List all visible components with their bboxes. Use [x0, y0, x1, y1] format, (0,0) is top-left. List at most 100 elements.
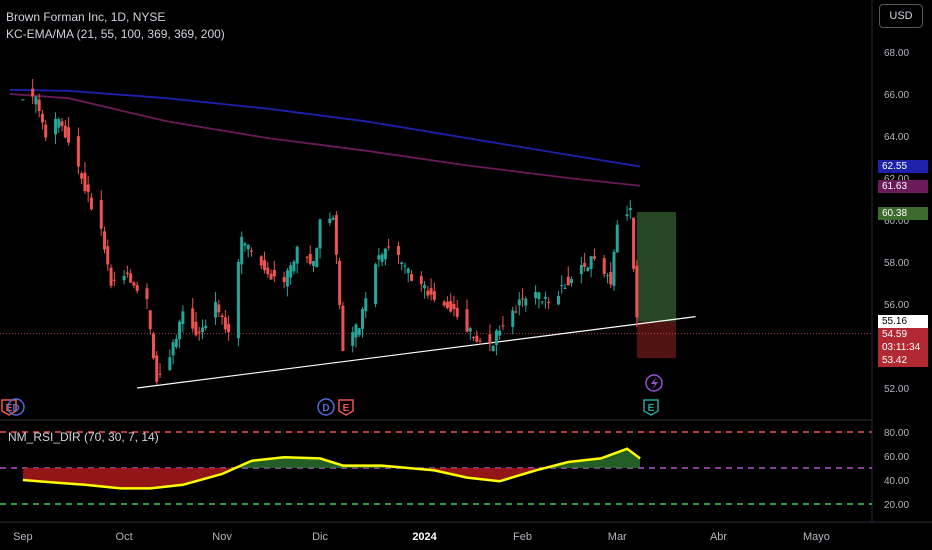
- candle-body: [305, 256, 309, 258]
- candle-body: [151, 333, 155, 359]
- candle-body: [563, 287, 567, 289]
- price-tick-label: 56.00: [884, 300, 909, 311]
- lightning-icon: [645, 374, 663, 392]
- candle-body: [374, 264, 378, 305]
- price-tick-label: 62.00: [884, 174, 909, 185]
- candle-body: [609, 272, 613, 285]
- candle-body: [34, 96, 38, 105]
- candle-body: [583, 263, 587, 267]
- ma-purple-line: [9, 93, 641, 187]
- dividend-marker: D: [7, 398, 25, 416]
- candle-body: [521, 298, 525, 300]
- rsi-tick-label: 60.00: [884, 452, 909, 463]
- candle-body: [494, 330, 498, 345]
- candle-body: [455, 307, 459, 317]
- candle-body: [227, 323, 231, 333]
- dividend-marker: D: [317, 398, 335, 416]
- price-tick-label: 52.00: [884, 384, 909, 395]
- time-axis-label: 2024: [412, 531, 437, 543]
- candle-body: [377, 255, 381, 260]
- candle-body: [403, 265, 407, 267]
- candle-body: [80, 173, 84, 179]
- time-axis-label: Feb: [513, 531, 532, 543]
- candle-body: [60, 121, 64, 126]
- candle-body: [589, 256, 593, 269]
- candle-body: [223, 317, 227, 330]
- candle-body: [632, 217, 636, 269]
- candle-body: [89, 197, 93, 210]
- candle-body: [380, 254, 384, 262]
- candle-body: [31, 88, 35, 97]
- candle-body: [556, 295, 560, 305]
- candle-body: [357, 328, 361, 336]
- candle-body: [155, 355, 159, 382]
- candle-body: [63, 125, 67, 138]
- candle-body: [361, 309, 365, 329]
- candle-body: [406, 268, 410, 274]
- price-tag-blue-ma: 62.55: [878, 160, 928, 173]
- price-tag-entry: 55.16: [878, 315, 928, 328]
- candle-body: [517, 299, 521, 306]
- candle-body: [145, 288, 149, 300]
- time-axis-label: Oct: [116, 531, 133, 543]
- candle-body: [354, 324, 358, 338]
- candle-body: [579, 264, 583, 275]
- candle-body: [491, 345, 495, 352]
- candle-body: [328, 218, 332, 223]
- candle-body: [429, 288, 433, 295]
- price-tag-purple-ma: 61.63: [878, 180, 928, 193]
- trendline: [137, 316, 696, 389]
- candle-body: [511, 310, 515, 327]
- rsi-tick-label: 20.00: [884, 500, 909, 511]
- candle-body: [534, 292, 538, 299]
- candle-body: [315, 248, 319, 268]
- candle-body: [191, 308, 195, 329]
- candle-body: [112, 279, 116, 281]
- candle-body: [628, 207, 632, 211]
- candle-body: [547, 301, 551, 304]
- price-tick-label: 58.00: [884, 258, 909, 269]
- candle-body: [86, 184, 90, 193]
- candle-body: [272, 269, 276, 277]
- candle-body: [452, 303, 456, 310]
- candle-body: [488, 334, 492, 344]
- candle-body: [266, 267, 270, 275]
- candle-body: [197, 331, 201, 333]
- candle-body: [396, 246, 400, 255]
- candle-body: [40, 113, 44, 123]
- candle-body: [285, 270, 289, 287]
- candle-body: [21, 99, 25, 101]
- time-axis-label: Sep: [13, 531, 33, 543]
- rsi-negative-area: [22, 468, 641, 489]
- candle-body: [99, 199, 103, 229]
- candle-body: [57, 119, 61, 128]
- candle-body: [605, 275, 609, 277]
- candle-body: [67, 127, 71, 143]
- price-tag-stop: 53.42: [878, 354, 928, 367]
- price-tag-target: 60.38: [878, 207, 928, 220]
- candle-body: [426, 290, 430, 296]
- candle-body: [214, 301, 218, 318]
- candle-body: [351, 332, 355, 346]
- candle-body: [158, 373, 162, 375]
- candle-body: [217, 304, 221, 313]
- candle-body: [194, 321, 198, 336]
- candle-body: [540, 301, 544, 303]
- candle-body: [625, 214, 629, 217]
- target-zone: [636, 212, 677, 322]
- candle-body: [331, 217, 335, 220]
- candle-body: [514, 311, 518, 313]
- candle-body: [364, 298, 368, 312]
- candle-body: [400, 262, 404, 265]
- candle-body: [318, 219, 322, 249]
- candle-body: [465, 309, 469, 332]
- currency-button[interactable]: USD: [879, 4, 923, 28]
- candle-body: [171, 342, 175, 356]
- candle-body: [423, 284, 427, 289]
- time-axis-label: Mar: [608, 531, 627, 543]
- candle-body: [125, 272, 129, 275]
- candle-body: [498, 330, 502, 336]
- price-tick-label: 66.00: [884, 90, 909, 101]
